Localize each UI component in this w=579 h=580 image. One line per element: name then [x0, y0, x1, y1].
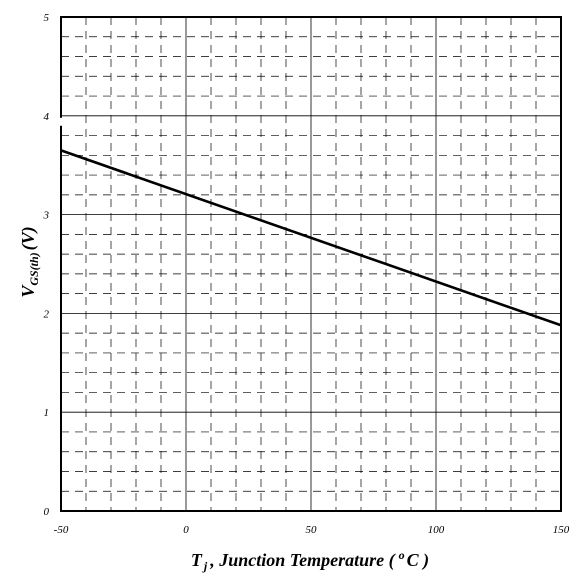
y-tick-label: 0	[44, 506, 50, 518]
grid	[61, 17, 561, 511]
axis-gap	[58, 117, 64, 126]
series-line-0	[60, 149, 562, 327]
y-tick-label: 3	[43, 210, 50, 222]
plot-frame	[60, 16, 562, 512]
y-tick-label: 1	[44, 407, 50, 419]
x-axis-unit: C )	[407, 550, 430, 571]
x-tick-label: 100	[428, 524, 445, 536]
series-layer	[60, 149, 562, 327]
y-tick-labels: 0 1 2 3 4 5	[43, 12, 64, 518]
y-axis-unit: (V)	[18, 226, 39, 250]
x-tick-label: 0	[183, 524, 189, 536]
y-axis-label: VGS(th) (V)	[18, 226, 41, 297]
y-tick-label: 4	[44, 111, 50, 123]
x-tick-label: -50	[54, 524, 69, 536]
x-tick-labels: -50 0 50 100 150	[54, 524, 570, 536]
x-tick-label: 50	[306, 524, 318, 536]
x-tick-label: 150	[553, 524, 570, 536]
y-tick-label: 5	[44, 12, 50, 24]
y-axis-subscript: GS(th)	[27, 252, 41, 285]
x-axis-symbol: T	[191, 550, 203, 570]
x-axis-subscript: j	[202, 559, 208, 573]
y-axis-symbol: V	[18, 284, 38, 298]
x-axis-superscript: o	[399, 548, 405, 562]
x-axis-text: , Junction Temperature (	[209, 550, 396, 571]
y-tick-label: 2	[44, 308, 50, 320]
